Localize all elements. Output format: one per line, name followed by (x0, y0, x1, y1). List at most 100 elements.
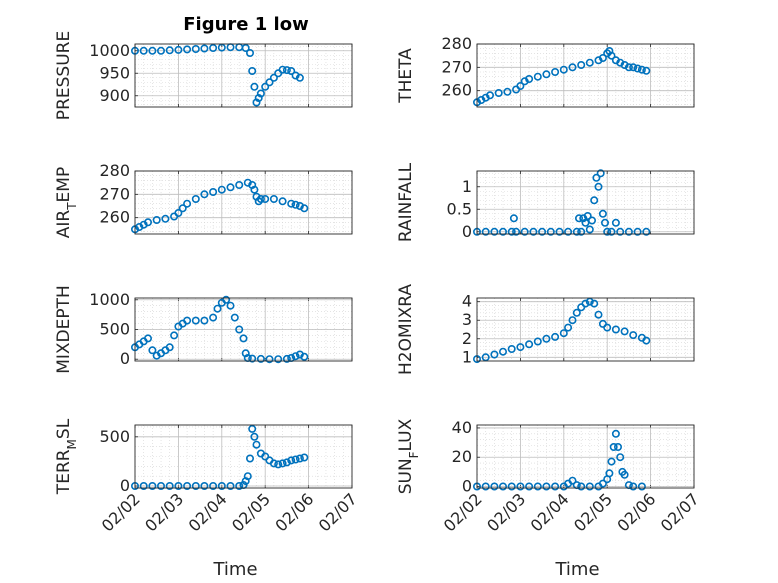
y-tick-label: 900 (99, 86, 130, 105)
x-axis-label: Time (212, 559, 257, 580)
x-tick-label: 02/04 (527, 489, 573, 535)
plot-area (135, 44, 352, 107)
data-point (629, 331, 638, 340)
data-point (485, 91, 494, 100)
data-point (507, 344, 516, 353)
data-point (642, 227, 651, 236)
data-point (300, 352, 309, 361)
data-point (278, 65, 287, 74)
data-point (295, 73, 304, 82)
data-point (516, 343, 525, 352)
data-point (592, 173, 601, 182)
x-tick-label: 02/06 (613, 489, 659, 535)
data-point (585, 225, 594, 234)
data-point (269, 195, 278, 204)
data-point (568, 476, 577, 485)
data-point (585, 58, 594, 67)
data-point (642, 336, 651, 345)
data-point (607, 51, 616, 60)
data-point (261, 452, 270, 461)
data-point (178, 204, 187, 213)
data-point (165, 46, 174, 55)
data-point (265, 78, 274, 87)
y-axis-label: TERRMSL (54, 418, 79, 495)
data-point (226, 481, 235, 490)
data-point (624, 63, 633, 72)
data-point (481, 482, 490, 491)
data-point (274, 355, 283, 364)
data-point (585, 297, 594, 306)
x-tick-label: 02/05 (228, 489, 274, 535)
data-point (533, 482, 542, 491)
data-point (551, 482, 560, 491)
data-point (594, 182, 603, 191)
x-tick-label: 02/04 (185, 489, 231, 535)
data-point (607, 227, 616, 236)
data-point (509, 214, 518, 223)
data-point (590, 299, 599, 308)
data-point (490, 482, 499, 491)
y-tick-label: 260 (441, 81, 472, 100)
data-point (590, 196, 599, 205)
data-point (637, 482, 646, 491)
data-point (165, 343, 174, 352)
data-point (152, 216, 161, 225)
data-point (542, 70, 551, 79)
data-point (209, 188, 218, 197)
data-point (148, 481, 157, 490)
data-point (498, 227, 507, 236)
data-point (174, 209, 183, 218)
y-axis-label: THETA (396, 48, 416, 104)
data-point (600, 218, 609, 227)
y-axis-label: AIRTEMP (54, 167, 79, 238)
data-point (633, 64, 642, 73)
data-point (148, 46, 157, 55)
axes-frame (476, 297, 695, 362)
data-point (603, 323, 612, 332)
data-point (498, 347, 507, 356)
data-point (577, 227, 586, 236)
data-point (507, 482, 516, 491)
data-point (139, 481, 148, 490)
data-point (585, 482, 594, 491)
panel-air_temp: 260 270 280 AIRTEMP (54, 161, 353, 238)
y-tick-label: 1000 (89, 41, 130, 60)
data-point (239, 334, 248, 343)
x-tick-label: 02/02 (98, 489, 144, 535)
data-point (538, 227, 547, 236)
data-point (546, 227, 555, 236)
y-tick-label: 280 (441, 34, 472, 53)
data-point (148, 346, 157, 355)
data-point (287, 456, 296, 465)
y-tick-label: 500 (99, 320, 130, 339)
data-point (572, 227, 581, 236)
data-point (278, 197, 287, 206)
data-point (256, 89, 265, 98)
y-axis-label: SUNFLUX (396, 418, 421, 494)
plot-area (477, 44, 694, 107)
plot-area (477, 171, 694, 234)
data-point (559, 329, 568, 338)
data-point (183, 199, 192, 208)
data-point (598, 53, 607, 62)
axes-frame (476, 424, 695, 489)
data-point (525, 482, 534, 491)
data-point (568, 316, 577, 325)
data-point (200, 44, 209, 53)
y-tick-label: 3 (462, 310, 472, 329)
data-point (551, 332, 560, 341)
data-point (607, 457, 616, 466)
data-point (300, 204, 309, 213)
data-point (287, 199, 296, 208)
data-point (529, 227, 538, 236)
y-tick-label: 0.5 (447, 199, 472, 218)
data-point (183, 316, 192, 325)
x-axis-label: Time (554, 559, 599, 580)
y-tick-label: 280 (99, 161, 130, 180)
data-point (235, 181, 244, 190)
data-point (295, 454, 304, 463)
data-point (246, 454, 255, 463)
data-point (581, 299, 590, 308)
